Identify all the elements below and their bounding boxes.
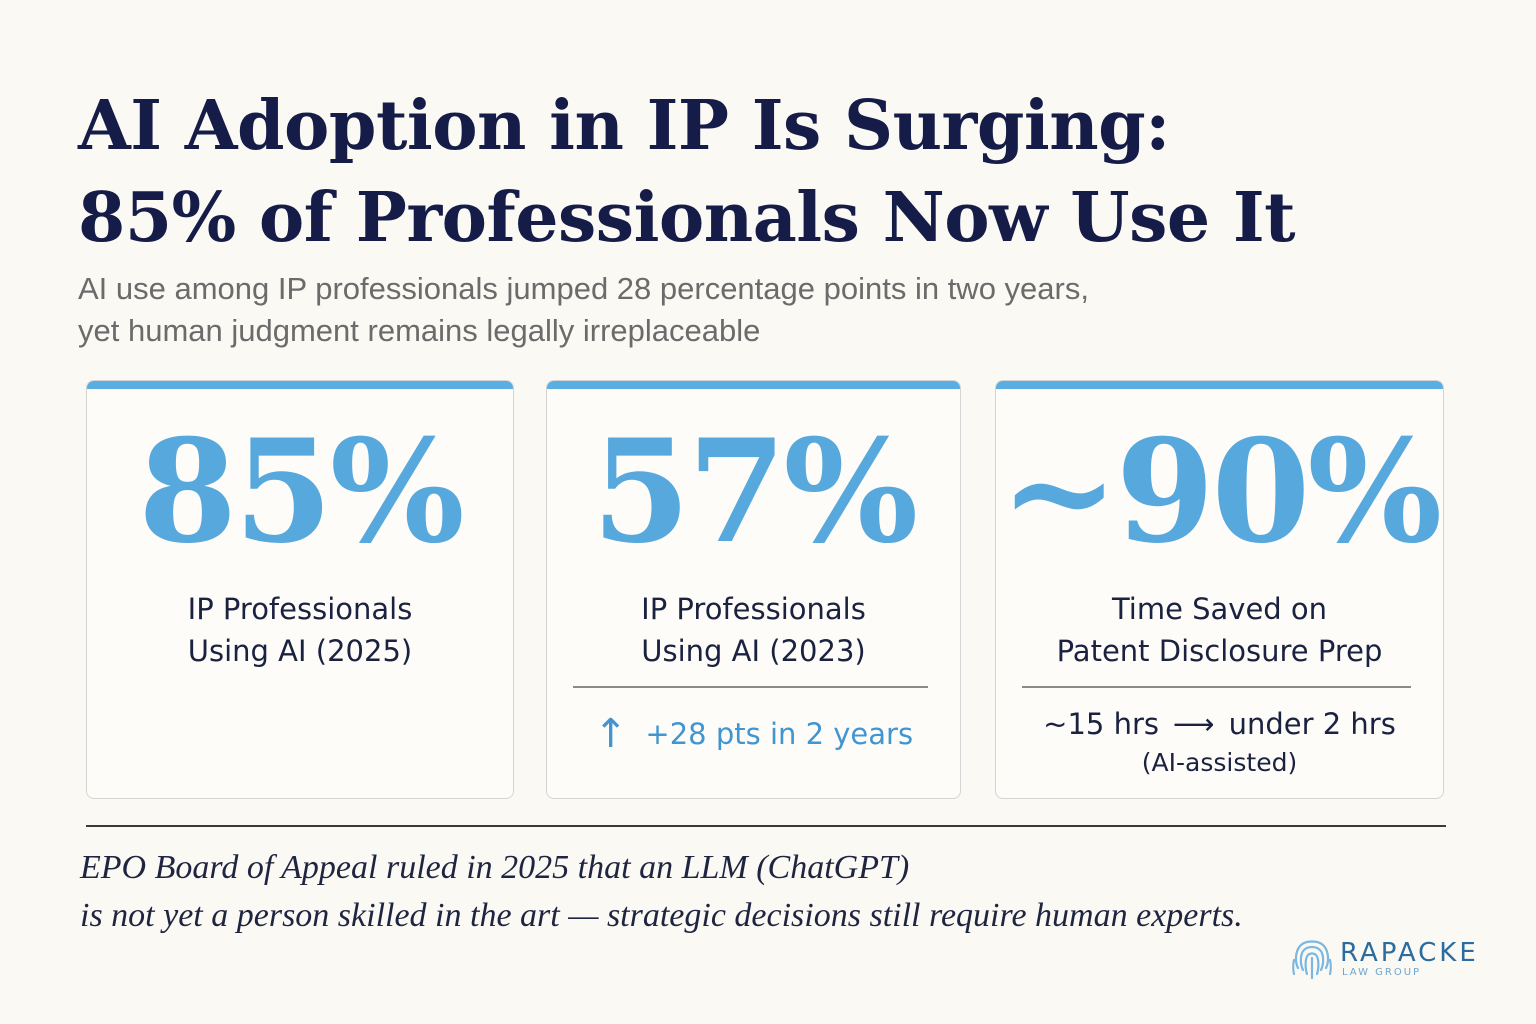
stat-value: 57% bbox=[591, 409, 919, 575]
stat-label-line-2: Using AI (2025) bbox=[187, 634, 413, 668]
stat-card-2025: 85% IP Professionals Using AI (2025) bbox=[86, 380, 514, 799]
stat-card-time-saved: ~90% Time Saved on Patent Disclosure Pre… bbox=[995, 380, 1444, 799]
title-line-2: 85% of Professionals Now Use It bbox=[78, 178, 1296, 258]
growth-note-text: +28 pts in 2 years bbox=[645, 717, 914, 751]
subtitle-line-2: yet human judgment remains legally irrep… bbox=[78, 313, 761, 348]
stat-value: ~90% bbox=[999, 409, 1443, 575]
brand-logo: RAPACKE LAW GROUP bbox=[1290, 934, 1490, 984]
card-divider bbox=[573, 686, 928, 688]
time-after: under 2 hrs bbox=[1228, 707, 1396, 741]
card-accent-bar bbox=[547, 381, 960, 389]
stat-label: Time Saved on Patent Disclosure Prep bbox=[996, 588, 1443, 672]
stat-value: 85% bbox=[138, 409, 465, 575]
fingerprint-icon bbox=[1292, 940, 1332, 980]
page-title: AI Adoption in IP Is Surging: 85% of Pro… bbox=[78, 80, 1498, 264]
logo-subtitle: LAW GROUP bbox=[1342, 967, 1422, 978]
time-note: (AI-assisted) bbox=[1141, 748, 1298, 777]
epo-ruling-quote: EPO Board of Appeal ruled in 2025 that a… bbox=[80, 844, 1380, 940]
card-accent-bar bbox=[996, 381, 1443, 389]
stat-card-2023: 57% IP Professionals Using AI (2023) ↑ +2… bbox=[546, 380, 961, 799]
card-divider bbox=[1022, 686, 1411, 688]
stat-label-line-1: IP Professionals bbox=[187, 592, 413, 626]
stat-label-line-2: Using AI (2023) bbox=[641, 634, 866, 668]
arrow-up-icon: ↑ bbox=[593, 711, 628, 757]
stat-label-line-1: Time Saved on bbox=[1111, 592, 1328, 626]
quote-line-2: is not yet a person skilled in the art —… bbox=[80, 897, 1243, 934]
arrow-right-icon: ⟶ bbox=[1173, 707, 1215, 741]
logo-name: RAPACKE bbox=[1340, 938, 1479, 968]
time-before: ~15 hrs bbox=[1043, 707, 1160, 741]
quote-line-1: EPO Board of Appeal ruled in 2025 that a… bbox=[80, 849, 910, 886]
page-subtitle: AI use among IP professionals jumped 28 … bbox=[78, 268, 1278, 352]
growth-note: ↑ +28 pts in 2 years bbox=[547, 711, 960, 757]
title-line-1: AI Adoption in IP Is Surging: bbox=[78, 86, 1170, 166]
footer-divider bbox=[86, 825, 1446, 827]
stat-label: IP Professionals Using AI (2023) bbox=[547, 588, 960, 672]
stat-label-line-2: Patent Disclosure Prep bbox=[1056, 634, 1383, 668]
card-accent-bar bbox=[87, 381, 513, 389]
stat-label: IP Professionals Using AI (2025) bbox=[87, 588, 513, 672]
subtitle-line-1: AI use among IP professionals jumped 28 … bbox=[78, 271, 1089, 306]
time-comparison: ~15 hrs ⟶ under 2 hrs (AI-assisted) bbox=[996, 703, 1443, 781]
stat-label-line-1: IP Professionals bbox=[641, 592, 866, 626]
